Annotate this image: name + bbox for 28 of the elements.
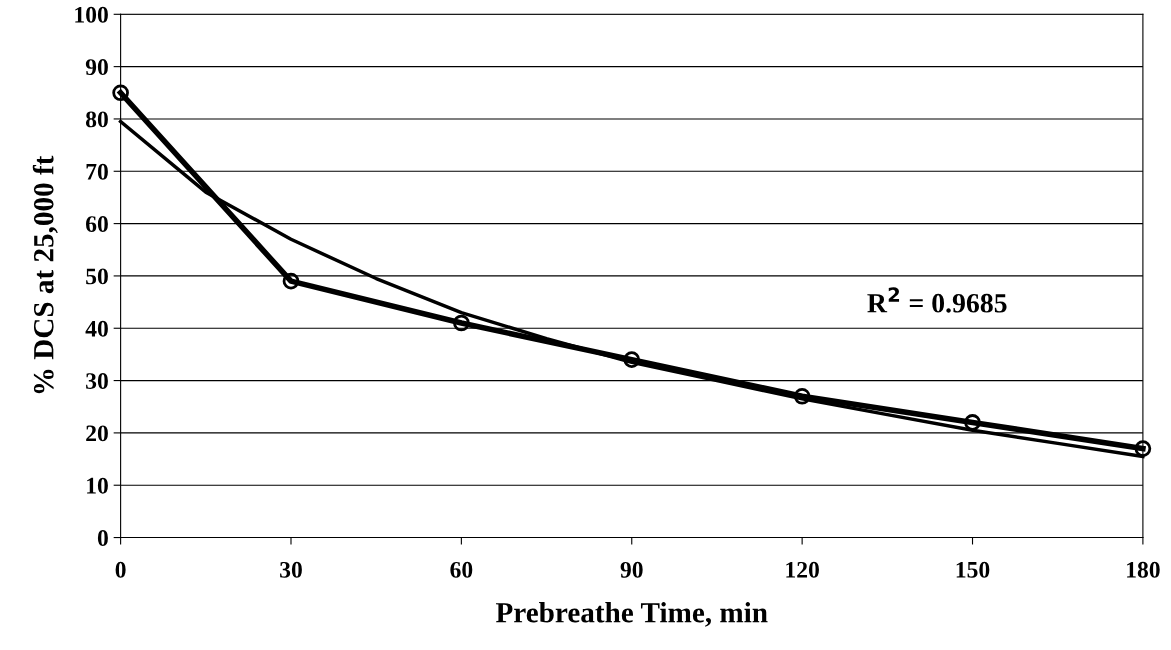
y-tick-label: 60	[86, 216, 108, 233]
point	[282, 272, 300, 290]
y-tick-label: 100	[75, 6, 108, 23]
y-tick-label: 80	[85, 111, 108, 128]
annotation: R$^{2}$ = 0.9685	[867, 287, 1007, 313]
y-tick-label: 10	[87, 477, 108, 494]
y-tick-label: 70	[86, 163, 108, 180]
x-tick-label: 120	[786, 561, 819, 578]
x-axis-title: Prebreathe Time, min	[495, 602, 768, 627]
x-tick-label: 180	[1127, 561, 1160, 578]
y-tick-label: 90	[85, 59, 108, 76]
y-tick-label: 40	[85, 320, 108, 337]
point	[1134, 440, 1152, 457]
x-tick-label: 90	[620, 561, 643, 578]
y-axis-title: % DCS at 25,000 ft	[32, 155, 58, 394]
point	[453, 314, 470, 332]
point	[793, 387, 811, 405]
y-tick-label: 0	[97, 530, 108, 546]
x-tick-label: 60	[450, 561, 473, 578]
x-tick-label: 150	[956, 561, 990, 578]
y-tick-label: 20	[86, 425, 108, 442]
point	[964, 414, 981, 431]
y-tick-label: 30	[86, 373, 108, 389]
x-tick-label: 0	[115, 561, 126, 578]
x-tick-label: 30	[280, 561, 302, 578]
point	[112, 84, 129, 102]
point	[623, 351, 641, 368]
y-tick-label: 50	[86, 268, 108, 285]
